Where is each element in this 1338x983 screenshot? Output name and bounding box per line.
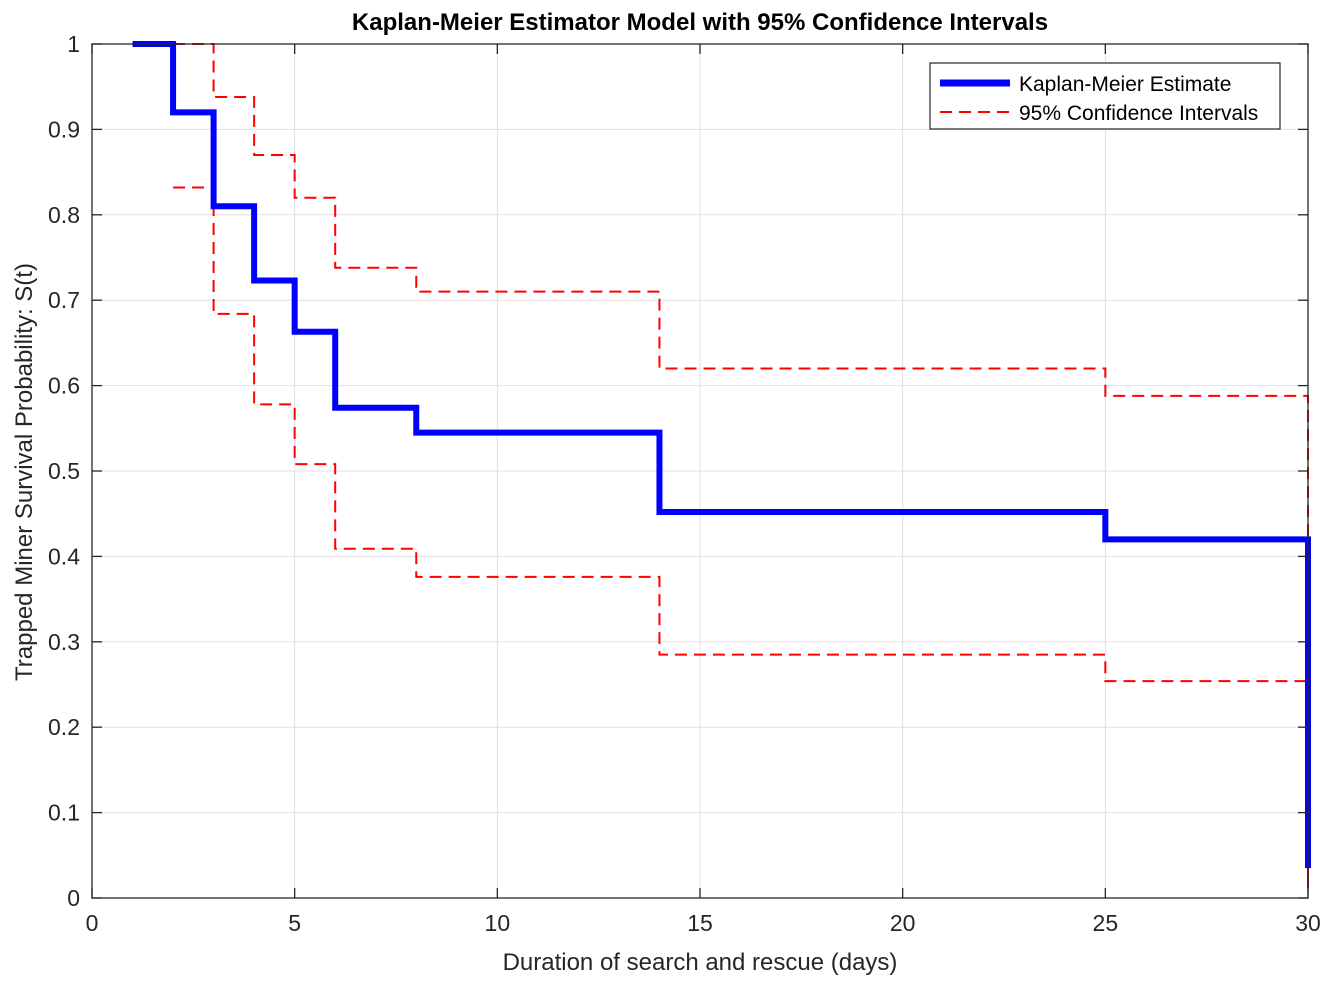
y-tick-label: 0.5 — [48, 458, 80, 484]
y-tick-label: 0.3 — [48, 629, 80, 655]
series-layer — [132, 41, 1311, 890]
chart-title: Kaplan-Meier Estimator Model with 95% Co… — [352, 9, 1048, 36]
y-tick-label: 0.6 — [48, 373, 80, 399]
y-tick-label: 0 — [67, 885, 80, 911]
legend-km-label: Kaplan-Meier Estimate — [1019, 73, 1231, 96]
upper-ci-line — [173, 43, 1309, 881]
x-tick-label: 0 — [86, 910, 99, 936]
y-axis-label: Trapped Miner Survival Probability: S(t) — [11, 263, 38, 681]
y-tick-label: 0.7 — [48, 287, 80, 313]
x-tick-label: 25 — [1093, 910, 1119, 936]
legend-box — [929, 62, 1281, 130]
x-tick-label: 10 — [485, 910, 511, 936]
legend: Kaplan-Meier Estimate 95% Confidence Int… — [929, 62, 1281, 130]
grid-layer — [91, 43, 1309, 899]
x-tick-label: 20 — [890, 910, 916, 936]
y-tick-label: 0.1 — [48, 800, 80, 826]
y-tick-label: 1 — [67, 31, 80, 57]
legend-ci-label: 95% Confidence Intervals — [1019, 102, 1258, 125]
y-tick-label: 0.4 — [48, 543, 80, 569]
y-tick-label: 0.9 — [48, 116, 80, 142]
x-tick-label: 5 — [288, 910, 301, 936]
axes-layer: 0 5 10 15 20 25 30 0 0.1 0.2 0.3 0.4 0.5 0.6 0.7 0.8 0.9… — [48, 31, 1321, 936]
x-tick-label: 15 — [687, 910, 713, 936]
lower-ci-line — [173, 186, 1309, 890]
y-tick-label: 0.8 — [48, 202, 80, 228]
x-axis-label: Duration of search and rescue (days) — [503, 949, 898, 976]
y-tick-label: 0.2 — [48, 714, 80, 740]
km-estimate-line — [132, 41, 1311, 869]
x-tick-label: 30 — [1295, 910, 1321, 936]
